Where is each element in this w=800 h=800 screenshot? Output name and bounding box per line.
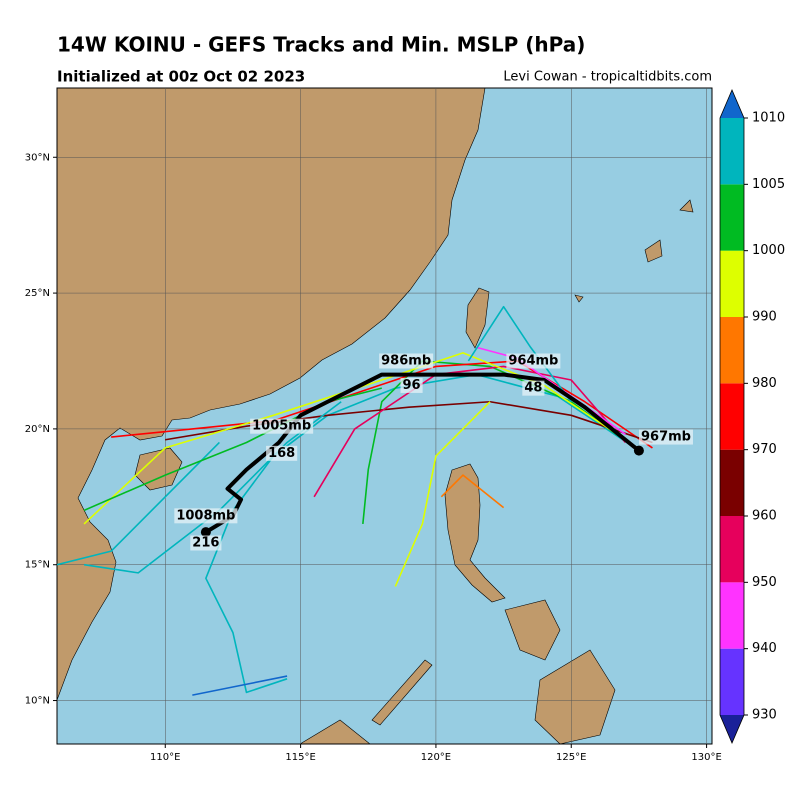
colorbar-band — [720, 118, 744, 185]
taiwan — [465, 287, 490, 349]
track-label: 216 — [192, 535, 219, 550]
colorbar-band — [720, 317, 744, 384]
track-label-bg — [266, 445, 298, 461]
visayas — [504, 599, 561, 661]
track-label-bg — [250, 418, 314, 434]
mean-track-point — [633, 445, 644, 456]
y-tick-label: 20°N — [25, 424, 50, 435]
track-label-bg — [174, 508, 238, 524]
track-label: 964mb — [508, 353, 558, 368]
track-label-bg — [522, 380, 545, 396]
mainland — [57, 88, 486, 701]
colorbar-tick-label: 970 — [752, 442, 777, 457]
track-label: 96 — [403, 378, 421, 393]
x-tick-label: 130°E — [691, 752, 721, 763]
mean-track-point — [200, 527, 211, 538]
colorbar-tick-label: 940 — [752, 641, 777, 656]
track-label: 1005mb — [252, 419, 311, 434]
luzon — [444, 463, 506, 603]
colorbar-tick-label: 930 — [752, 708, 777, 723]
track-label: 168 — [268, 446, 295, 461]
member-track — [440, 474, 505, 509]
member-track — [467, 305, 572, 403]
member-track — [313, 365, 626, 498]
x-tick-label: 115°E — [285, 752, 315, 763]
member-track — [111, 360, 653, 449]
colorbar-extend-under — [720, 715, 744, 743]
colorbar-band — [720, 516, 744, 583]
colorbar-tick-label: 960 — [752, 509, 777, 524]
track-label-bg — [506, 353, 561, 369]
chart-title: 14W KOINU - GEFS Tracks and Min. MSLP (h… — [57, 33, 585, 57]
x-tick-label: 110°E — [150, 752, 180, 763]
colorbar-tick-label: 980 — [752, 376, 777, 391]
land — [57, 88, 694, 744]
track-label-bg — [638, 429, 693, 445]
colorbar-band — [720, 383, 744, 450]
colorbar-band — [720, 648, 744, 715]
colorbar-band — [720, 250, 744, 317]
track-label-bg — [190, 535, 222, 551]
track-label: 986mb — [381, 353, 431, 368]
colorbar-band — [720, 582, 744, 649]
x-tick-label: 125°E — [556, 752, 586, 763]
colorbar-tick-label: 950 — [752, 575, 777, 590]
colorbar-tick-label: 990 — [752, 310, 777, 325]
y-tick-label: 25°N — [25, 288, 50, 299]
y-tick-label: 10°N — [25, 696, 50, 707]
colorbar-band — [720, 184, 744, 251]
hainan — [134, 447, 183, 491]
track-label: 48 — [524, 381, 542, 396]
colorbar-band — [720, 449, 744, 516]
colorbar-tick-label: 1010 — [752, 111, 785, 126]
track-label-bg — [379, 353, 434, 369]
member-track — [57, 441, 220, 566]
credit: Levi Cowan - tropicaltidbits.com — [503, 70, 712, 85]
colorbar-extend-over — [720, 90, 744, 118]
track-label: 1008mb — [176, 508, 235, 523]
mindanao — [534, 649, 616, 744]
x-tick-label: 120°E — [421, 752, 451, 763]
mean-track — [204, 372, 641, 534]
colorbar-tick-label: 1000 — [752, 243, 785, 258]
member-track — [165, 400, 653, 444]
colorbar-tick-label: 1005 — [752, 177, 785, 192]
track-label-bg — [400, 377, 423, 393]
borneo — [299, 719, 371, 744]
chart-subtitle: Initialized at 00z Oct 02 2023 — [57, 68, 305, 86]
y-tick-label: 30°N — [25, 152, 50, 163]
member-track — [476, 346, 626, 435]
palawan — [371, 659, 433, 726]
track-label: 967mb — [641, 430, 691, 445]
islands — [574, 199, 694, 303]
member-track — [394, 401, 491, 587]
member-track — [192, 675, 288, 696]
map-frame — [56, 87, 713, 745]
member-track — [83, 387, 382, 512]
y-tick-label: 15°N — [25, 560, 50, 571]
